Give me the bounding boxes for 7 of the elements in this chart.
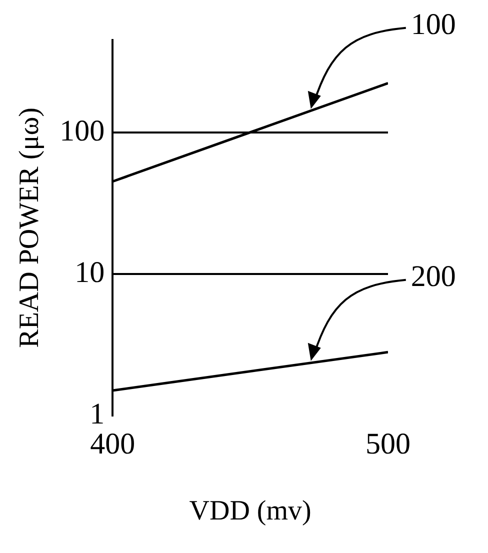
x-tick-label: 500 bbox=[366, 427, 410, 460]
y-tick-label: 100 bbox=[60, 114, 105, 148]
annotation: 200 bbox=[410, 260, 456, 293]
y-tick-label: 10 bbox=[74, 256, 105, 289]
annotation: 100 bbox=[410, 8, 456, 41]
y-axis-title: READ POWER (μω) bbox=[14, 108, 46, 348]
x-axis-title: VDD (mv) bbox=[189, 496, 312, 527]
